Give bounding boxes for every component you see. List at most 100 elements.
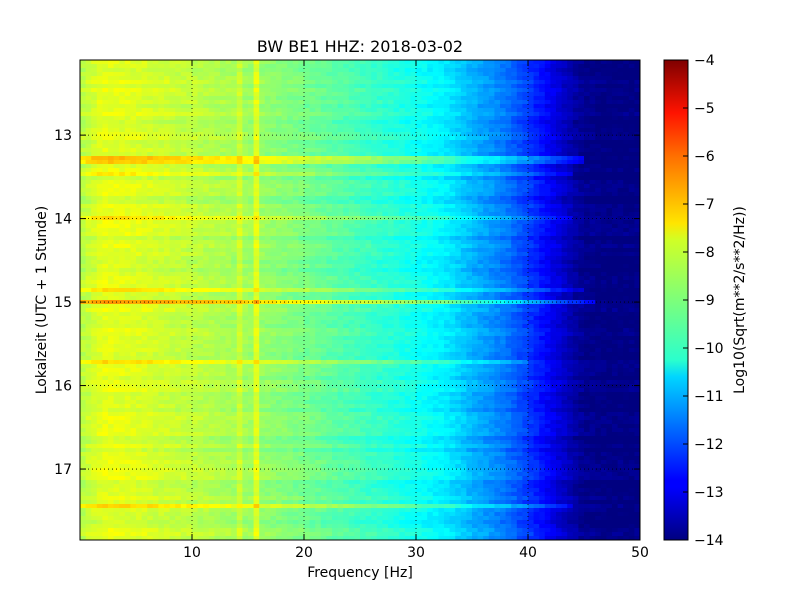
heatmap-cell [208,168,215,173]
heatmap-cell [556,68,563,73]
heatmap-cell [466,256,473,261]
heatmap-cell [455,104,462,109]
heatmap-cell [371,136,378,141]
heatmap-cell [399,108,406,113]
heatmap-cell [152,252,159,257]
heatmap-cell [119,208,126,213]
heatmap-cell [595,140,602,145]
heatmap-cell [460,172,467,177]
heatmap-cell [326,244,333,249]
heatmap-cell [584,64,591,69]
heatmap-cell [320,212,327,217]
heatmap-cell [533,144,540,149]
heatmap-cell [208,92,215,97]
heatmap-cell [427,180,434,185]
heatmap-cell [175,164,182,169]
heatmap-cell [281,176,288,181]
heatmap-cell [416,104,423,109]
heatmap-cell [617,116,624,121]
heatmap-cell [623,156,630,161]
heatmap-cell [421,196,428,201]
heatmap-cell [287,252,294,257]
heatmap-cell [270,144,277,149]
heatmap-cell [337,252,344,257]
heatmap-cell [214,160,221,165]
heatmap-cell [124,232,131,237]
heatmap-cell [444,116,451,121]
heatmap-cell [164,224,171,229]
heatmap-cell [449,204,456,209]
heatmap-cell [360,124,367,129]
heatmap-cell [147,204,154,209]
heatmap-cell [544,96,551,101]
heatmap-cell [102,208,109,213]
heatmap-cell [208,192,215,197]
heatmap-cell [304,120,311,125]
heatmap-cell [477,160,484,165]
heatmap-cell [326,196,333,201]
heatmap-cell [164,152,171,157]
heatmap-cell [231,60,238,65]
heatmap-cell [259,164,266,169]
heatmap-cell [264,184,271,189]
heatmap-cell [320,216,327,221]
heatmap-cell [326,156,333,161]
heatmap-cell [309,124,316,129]
heatmap-cell [628,104,635,109]
heatmap-cell [444,164,451,169]
heatmap-cell [388,128,395,133]
heatmap-cell [287,212,294,217]
heatmap-cell [337,188,344,193]
heatmap-cell [197,188,204,193]
heatmap-cell [388,108,395,113]
heatmap-cell [600,196,607,201]
heatmap-cell [102,224,109,229]
heatmap-cell [516,220,523,225]
heatmap-cell [388,80,395,85]
heatmap-cell [348,100,355,105]
heatmap-cell [136,184,143,189]
heatmap-cell [164,204,171,209]
heatmap-cell [628,248,635,253]
heatmap-cell [472,120,479,125]
heatmap-cell [253,140,260,145]
heatmap-cell [360,232,367,237]
heatmap-cell [511,212,518,217]
heatmap-cell [281,136,288,141]
heatmap-cell [600,132,607,137]
heatmap-cell [96,168,103,173]
heatmap-cell [404,192,411,197]
heatmap-cell [108,168,115,173]
heatmap-cell [152,192,159,197]
heatmap-cell [264,128,271,133]
heatmap-cell [494,72,501,77]
heatmap-cell [248,228,255,233]
heatmap-cell [309,160,316,165]
heatmap-cell [130,116,137,121]
heatmap-cell [186,180,193,185]
heatmap-cell [270,80,277,85]
heatmap-cell [231,96,238,101]
heatmap-cell [186,240,193,245]
heatmap-cell [578,140,585,145]
heatmap-cell [231,80,238,85]
heatmap-cell [287,244,294,249]
heatmap-cell [533,80,540,85]
heatmap-cell [488,212,495,217]
heatmap-cell [225,200,232,205]
heatmap-cell [371,80,378,85]
heatmap-cell [539,104,546,109]
heatmap-cell [304,188,311,193]
heatmap-cell [578,60,585,65]
heatmap-cell [320,104,327,109]
heatmap-cell [298,180,305,185]
heatmap-cell [231,100,238,105]
heatmap-cell [561,144,568,149]
heatmap-cell [617,136,624,141]
heatmap-cell [421,100,428,105]
heatmap-cell [410,240,417,245]
heatmap-cell [158,148,165,153]
heatmap-cell [203,60,210,65]
heatmap-cell [488,220,495,225]
heatmap-cell [606,100,613,105]
